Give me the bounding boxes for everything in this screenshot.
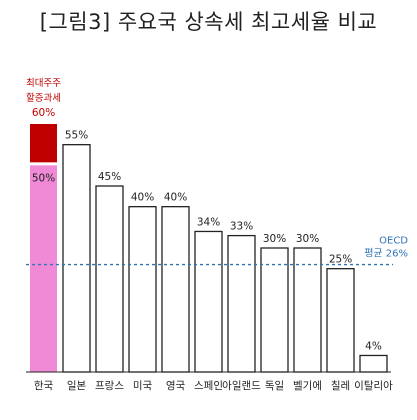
category-label-8: 독일 bbox=[265, 379, 284, 392]
korea-surcharge-label-1: 최대주주 bbox=[26, 78, 61, 89]
korea-surcharge-label-3: 60% bbox=[32, 107, 55, 119]
value-label-2: 55% bbox=[65, 130, 88, 142]
value-label-10: 25% bbox=[329, 254, 352, 266]
category-label-1: 한국 bbox=[34, 380, 54, 392]
value-label-8: 30% bbox=[263, 233, 286, 245]
category-label-10: 칠레 bbox=[331, 380, 350, 392]
bar-7 bbox=[227, 234, 256, 373]
category-label-7: 아일랜드 bbox=[222, 379, 261, 392]
bar-8 bbox=[260, 247, 289, 373]
value-label-7: 33% bbox=[230, 221, 253, 233]
value-label-korea: 50% bbox=[32, 172, 55, 184]
bar-6 bbox=[194, 230, 223, 373]
korea-surcharge-label-2: 할증과세 bbox=[26, 93, 61, 104]
category-label-11: 이탈리아 bbox=[354, 379, 393, 392]
bar-4 bbox=[128, 206, 157, 373]
category-label-3: 프랑스 bbox=[95, 380, 124, 392]
value-label-6: 34% bbox=[197, 216, 220, 228]
bar-2 bbox=[62, 144, 91, 373]
value-label-3: 45% bbox=[98, 171, 121, 183]
category-label-4: 미국 bbox=[133, 380, 153, 392]
oecd-label-1: OECD bbox=[379, 236, 408, 247]
bar-5 bbox=[161, 206, 190, 373]
category-label-2: 일본 bbox=[67, 379, 87, 392]
bars-layer bbox=[26, 124, 391, 373]
category-label-5: 영국 bbox=[166, 380, 186, 392]
bar-10 bbox=[326, 268, 355, 373]
oecd-label-2: 평균 26% bbox=[364, 248, 408, 260]
category-label-9: 벨기에 bbox=[293, 380, 322, 392]
value-label-11: 4% bbox=[365, 340, 382, 352]
bar-korea-surcharge bbox=[30, 124, 57, 163]
chart-title: [그림3] 주요국 상속세 최고세율 비교 bbox=[39, 10, 378, 34]
category-label-6: 스페인 bbox=[194, 380, 223, 392]
bar-3 bbox=[95, 185, 124, 373]
bar-11 bbox=[359, 354, 388, 373]
value-label-5: 40% bbox=[164, 192, 187, 204]
value-label-4: 40% bbox=[131, 192, 154, 204]
bar-korea-base bbox=[30, 165, 57, 372]
bar-9 bbox=[293, 247, 322, 373]
value-label-9: 30% bbox=[296, 233, 319, 245]
